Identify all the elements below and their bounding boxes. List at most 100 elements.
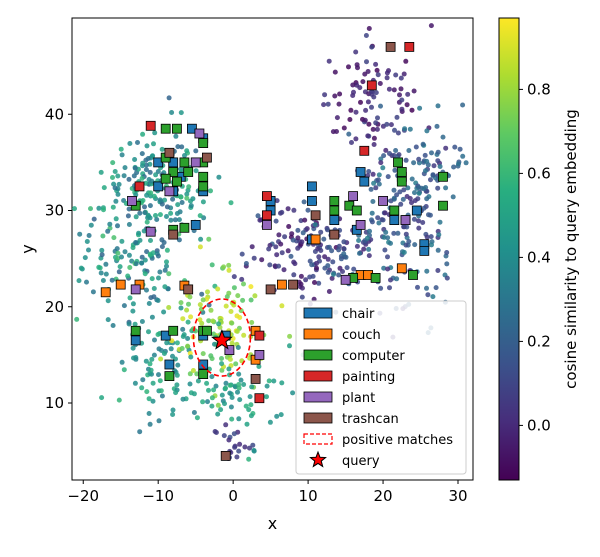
marker-chair — [411, 205, 422, 216]
background-point — [243, 403, 249, 409]
background-point — [86, 233, 92, 238]
x-axis-label: x — [268, 514, 277, 533]
background-point — [396, 152, 402, 158]
background-point — [228, 404, 234, 410]
background-point — [77, 231, 83, 237]
background-point — [348, 107, 354, 113]
background-point — [226, 290, 232, 296]
background-point — [388, 240, 393, 246]
background-point — [326, 58, 332, 64]
background-point — [170, 412, 176, 417]
background-point — [363, 33, 369, 38]
marker-computer — [179, 157, 190, 168]
background-point — [175, 144, 181, 150]
background-point — [186, 184, 192, 190]
marker-chair — [153, 181, 164, 192]
background-point — [187, 371, 193, 377]
background-point — [364, 59, 369, 65]
background-point — [126, 321, 132, 327]
background-point — [143, 180, 149, 186]
background-point — [402, 126, 408, 132]
background-point — [164, 204, 170, 210]
background-point — [366, 26, 372, 31]
background-point — [236, 382, 242, 387]
background-point — [82, 255, 88, 261]
background-point — [341, 246, 347, 252]
query-star — [211, 329, 233, 350]
background-point — [153, 172, 159, 178]
marker-plant — [127, 195, 137, 206]
marker-painting — [145, 120, 156, 131]
background-point — [363, 107, 369, 113]
marker-computer — [408, 270, 418, 280]
background-point — [394, 192, 400, 198]
background-point — [237, 441, 243, 447]
background-point — [236, 371, 242, 377]
background-point — [375, 115, 380, 121]
background-point — [193, 168, 199, 174]
background-point — [84, 239, 90, 244]
background-point — [378, 103, 383, 109]
background-point — [206, 236, 212, 242]
background-point — [180, 316, 186, 322]
background-point — [264, 383, 270, 389]
background-point — [401, 249, 407, 255]
background-point — [407, 126, 413, 132]
background-point — [420, 141, 426, 147]
background-point — [139, 319, 145, 324]
background-point — [392, 127, 397, 133]
background-point — [312, 222, 318, 228]
background-point — [159, 393, 165, 399]
background-point — [405, 91, 411, 97]
background-point — [191, 410, 197, 415]
background-point — [373, 120, 379, 126]
y-tick-label: 10 — [45, 394, 64, 412]
background-point — [373, 185, 379, 191]
background-point — [151, 352, 157, 358]
background-point — [150, 398, 156, 404]
background-point — [394, 276, 400, 282]
background-point — [298, 273, 304, 279]
marker-computer — [168, 325, 179, 336]
legend-swatch-trashcan — [303, 412, 333, 424]
background-point — [116, 397, 122, 403]
background-point — [329, 275, 335, 281]
background-point — [296, 279, 302, 285]
background-point — [322, 254, 328, 260]
background-point — [199, 291, 205, 297]
x-axis-ticks: −20 −10 0 10 20 30 — [67, 480, 468, 505]
background-point — [147, 361, 153, 367]
background-point — [409, 176, 415, 182]
marker-couch — [276, 279, 287, 290]
background-point — [397, 189, 403, 195]
marker-trashcan — [310, 210, 321, 221]
marker-chair — [130, 335, 141, 346]
background-point — [400, 196, 406, 202]
background-point — [405, 185, 411, 191]
background-point — [180, 396, 186, 402]
background-point — [401, 71, 407, 77]
background-point — [444, 275, 450, 281]
background-point — [122, 249, 128, 255]
background-point — [370, 126, 376, 132]
marker-computer — [198, 138, 209, 149]
background-point — [421, 186, 427, 192]
background-point — [330, 259, 336, 265]
background-point — [206, 318, 212, 324]
marker-computer — [198, 369, 209, 380]
marker-computer — [164, 371, 175, 382]
background-point — [211, 387, 217, 393]
background-point — [185, 336, 191, 341]
background-point — [416, 156, 422, 162]
background-point — [200, 199, 206, 205]
background-point — [424, 128, 430, 134]
background-point — [168, 210, 174, 216]
background-point — [371, 135, 377, 141]
background-point — [354, 62, 360, 68]
background-point — [130, 301, 136, 307]
background-point — [135, 140, 140, 145]
background-point — [246, 407, 252, 413]
background-point — [391, 153, 397, 158]
background-point — [146, 411, 152, 416]
background-point — [222, 401, 227, 407]
